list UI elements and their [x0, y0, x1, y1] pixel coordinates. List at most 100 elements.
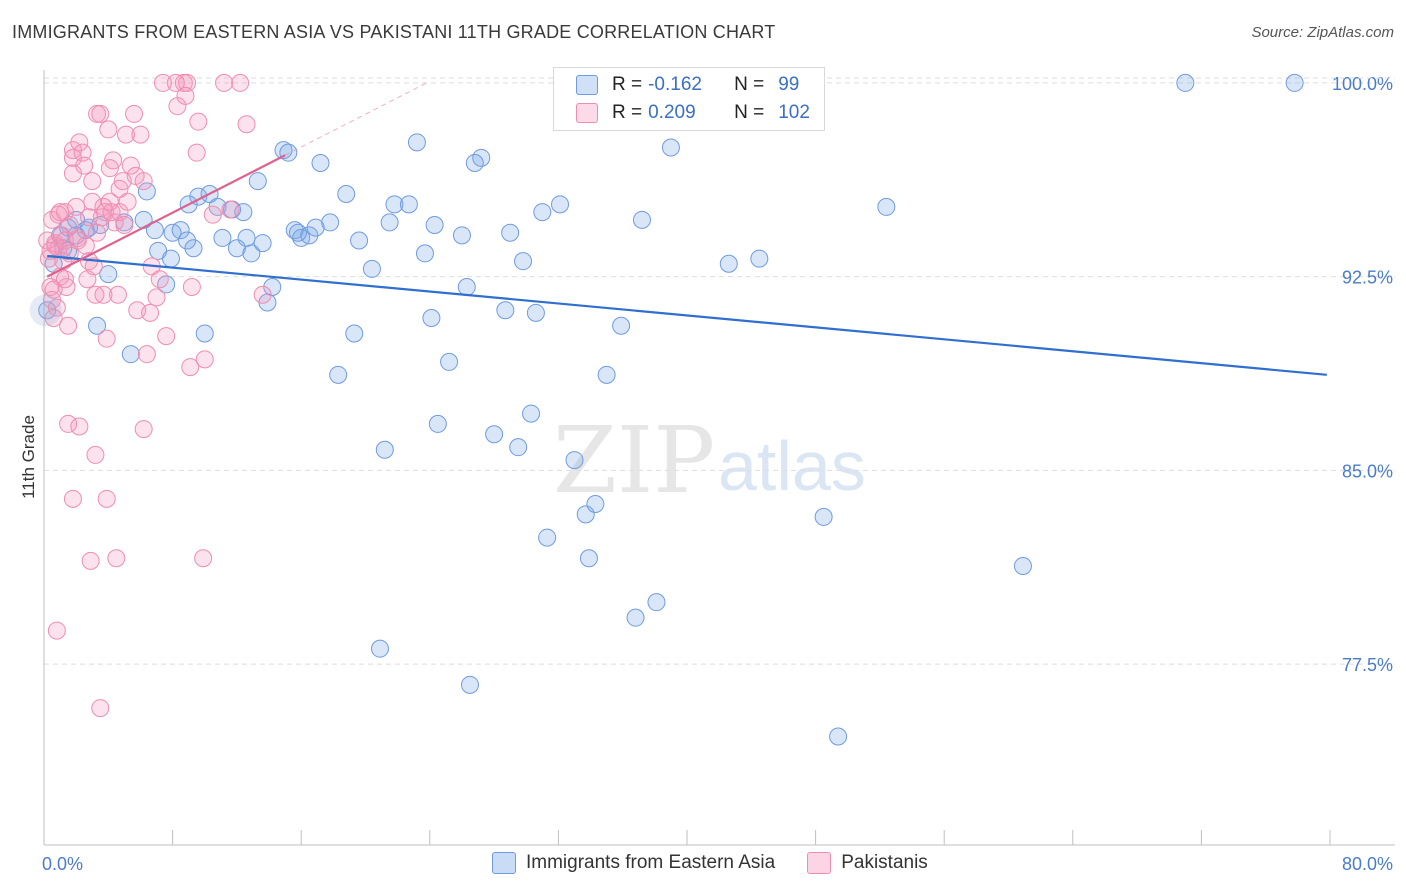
data-point [131, 125, 150, 144]
r-value: -0.162 [648, 74, 702, 95]
data-point [306, 218, 325, 237]
data-point [565, 451, 584, 470]
series-blue [38, 73, 1304, 746]
data-point [91, 699, 110, 718]
data-point [321, 213, 340, 232]
data-point [279, 143, 298, 162]
data-point [147, 288, 166, 307]
data-point [182, 278, 201, 296]
data-point [97, 329, 116, 348]
r-label: R = [612, 102, 643, 123]
data-point [88, 316, 107, 335]
data-point [41, 241, 60, 260]
data-point [1176, 73, 1195, 92]
data-point [428, 414, 447, 433]
data-point [94, 285, 113, 304]
data-point [215, 73, 234, 92]
data-point [195, 324, 214, 343]
data-point [370, 639, 389, 658]
watermark-atlas: atlas [718, 427, 866, 505]
stats-box: R = -0.162 N = 99 R = 0.209 N = 102 [553, 67, 825, 131]
y-tick-label: 100.0% [1332, 74, 1393, 94]
data-point [829, 727, 848, 746]
data-point [579, 549, 598, 568]
data-point [184, 239, 203, 258]
n-label: N = [734, 102, 765, 123]
data-point [115, 216, 134, 234]
data-point [496, 301, 515, 320]
data-point [288, 223, 307, 242]
r-value: 0.209 [648, 102, 696, 123]
data-point [70, 133, 89, 152]
data-point [99, 120, 118, 139]
data-point [125, 104, 144, 123]
trend-extension-pink [284, 82, 427, 156]
source-credit: Source: ZipAtlas.com [1251, 24, 1394, 41]
data-point [457, 278, 476, 296]
data-point [91, 104, 110, 123]
data-point [76, 236, 95, 255]
data-point [385, 195, 404, 214]
data-point [514, 252, 533, 271]
data-point [49, 205, 68, 224]
stats-row-pink: R = 0.209 N = 102 [576, 102, 810, 124]
y-tick-label: 77.5% [1342, 655, 1393, 675]
data-point [121, 156, 140, 175]
data-point [375, 440, 394, 459]
data-point [407, 133, 426, 152]
data-point [187, 143, 206, 162]
data-point [181, 358, 200, 377]
data-point [460, 675, 479, 694]
n-value: 102 [778, 102, 810, 123]
data-point [533, 203, 552, 222]
data-point [253, 285, 272, 304]
data-point [221, 200, 240, 219]
data-point [137, 182, 156, 201]
data-point [171, 221, 190, 240]
data-point [83, 172, 102, 191]
data-point [141, 303, 160, 322]
data-point [84, 257, 103, 276]
data-point [263, 278, 282, 296]
legend-label: Immigrants from Eastern Asia [526, 852, 776, 873]
data-point [422, 309, 441, 327]
data-point [80, 208, 99, 227]
data-point [626, 608, 645, 627]
data-point [1285, 73, 1304, 92]
data-point [81, 551, 100, 570]
data-point [586, 495, 605, 513]
data-point [522, 404, 541, 423]
legend-item-eastern-asia[interactable]: Immigrants from Eastern Asia [492, 852, 775, 874]
data-point [380, 213, 399, 232]
data-point [126, 166, 145, 185]
data-point [104, 151, 123, 170]
watermark-zip: ZIP [553, 407, 715, 514]
data-point [465, 154, 484, 172]
data-point [60, 216, 79, 234]
chart-title: IMMIGRANTS FROM EASTERN ASIA VS PAKISTAN… [12, 22, 776, 42]
y-tick-label: 85.0% [1342, 461, 1393, 481]
data-point [88, 223, 107, 242]
data-point [337, 185, 356, 203]
data-point [137, 345, 156, 364]
n-label: N = [734, 74, 765, 95]
blue-swatch [576, 75, 598, 95]
data-point [83, 192, 102, 211]
data-point [203, 205, 222, 224]
data-point [440, 352, 459, 371]
legend-item-pakistanis[interactable]: Pakistanis [807, 852, 928, 874]
data-point [248, 172, 267, 191]
data-point [189, 112, 208, 131]
data-point [63, 164, 82, 183]
data-point [213, 228, 232, 247]
data-point [51, 203, 70, 222]
data-point [237, 115, 256, 134]
data-point [161, 249, 180, 268]
data-point [750, 249, 769, 268]
data-point [452, 226, 471, 245]
data-point [345, 324, 364, 343]
data-point [108, 285, 127, 304]
data-point [47, 621, 66, 640]
data-point [632, 210, 651, 229]
pink-swatch [576, 103, 598, 123]
